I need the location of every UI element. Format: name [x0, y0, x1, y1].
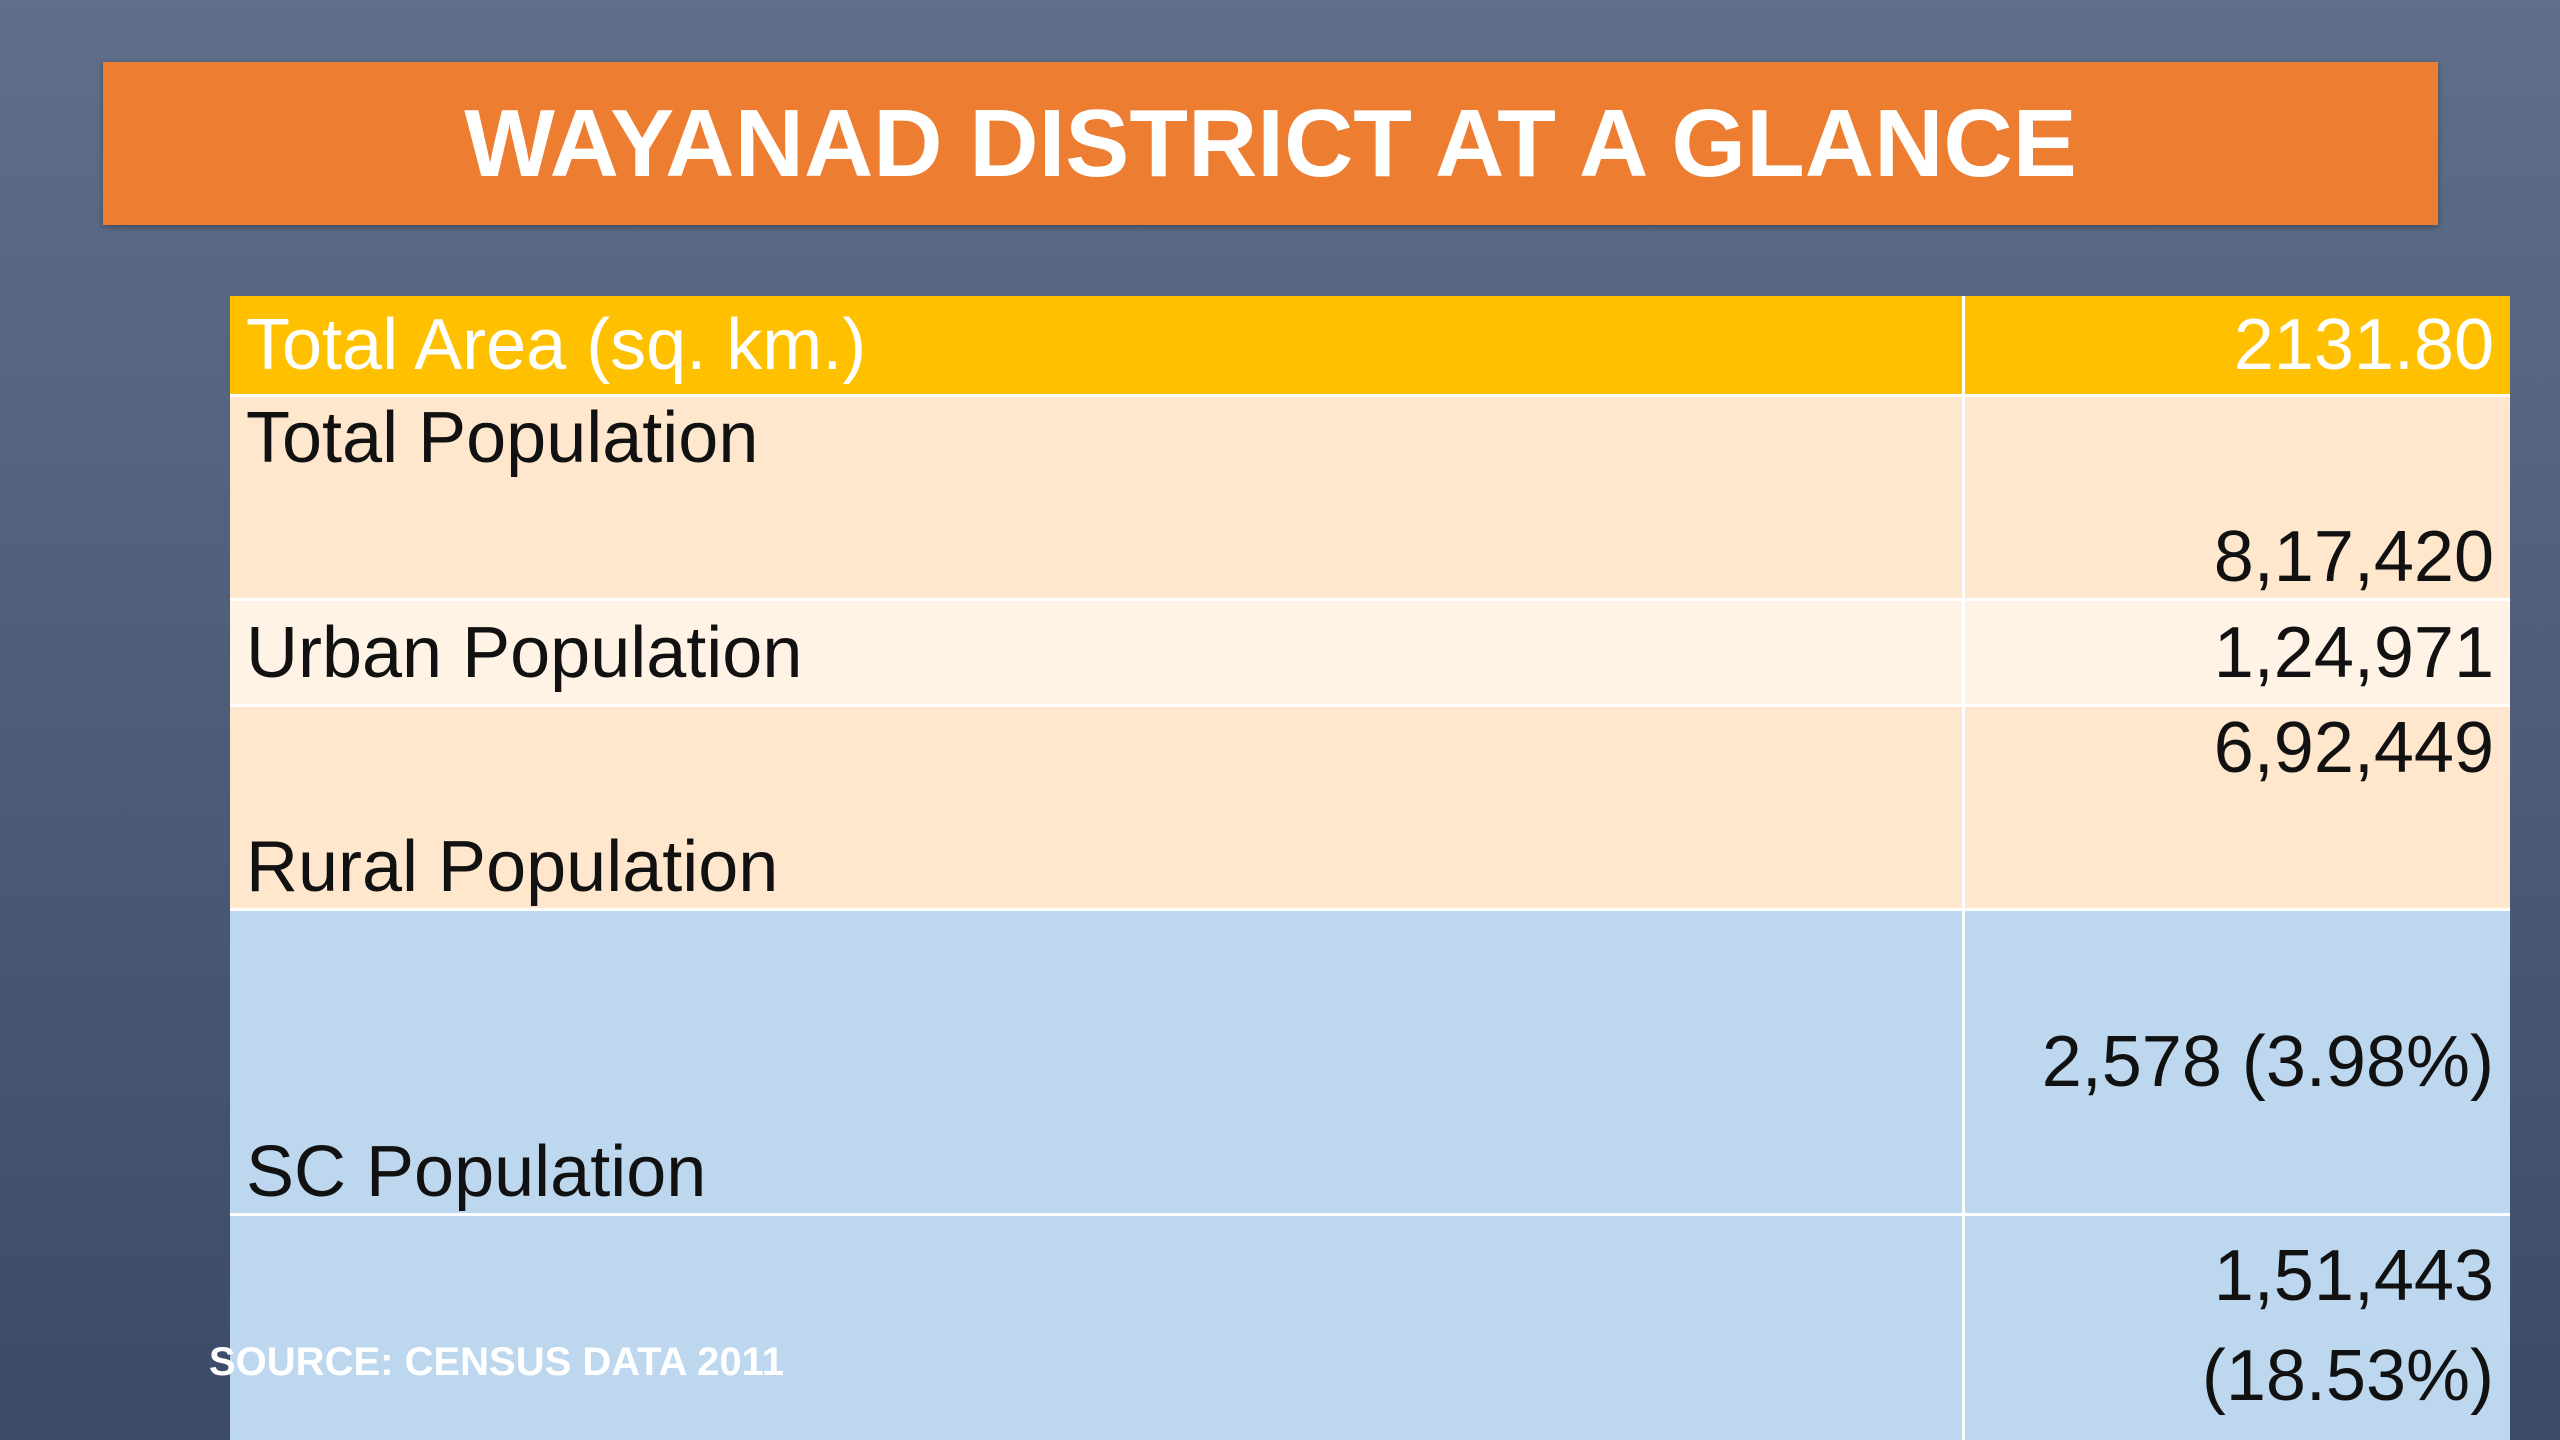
slide-title: WAYANAD DISTRICT AT A GLANCE [103, 62, 2438, 225]
cell-label: SC Population [230, 911, 1965, 1213]
cell-label: Rural Population [230, 707, 1965, 908]
table-row: SC Population 2,578 (3.98%) [230, 911, 2510, 1216]
table-row: Urban Population 1,24,971 [230, 601, 2510, 707]
table: Total Area (sq. km.) 2131.80 Total Popul… [230, 296, 2510, 1440]
cell-value: 2131.80 [2233, 305, 2494, 385]
cell-label: Total Area (sq. km.) [230, 296, 1965, 394]
cell-label [230, 1216, 1965, 1440]
cell-value: 6,92,449 [2213, 708, 2494, 788]
table-row: Total Area (sq. km.) 2131.80 [230, 296, 2510, 397]
cell-label: Urban Population [230, 601, 1965, 704]
cell-value: 1,51,443 (18.53%) [2201, 1236, 2494, 1416]
table-row: Total Population 8,17,420 [230, 397, 2510, 601]
table-row: 1,51,443 (18.53%) [230, 1216, 2510, 1440]
cell-value: 2,578 (3.98%) [2041, 1022, 2494, 1102]
cell-label: Total Population [230, 397, 1965, 598]
table-row: Rural Population 6,92,449 [230, 707, 2510, 911]
cell-value: 1,24,971 [2213, 612, 2494, 693]
source-note: SOURCE: CENSUS DATA 2011 [209, 1340, 784, 1384]
cell-value: 8,17,420 [2213, 517, 2494, 597]
